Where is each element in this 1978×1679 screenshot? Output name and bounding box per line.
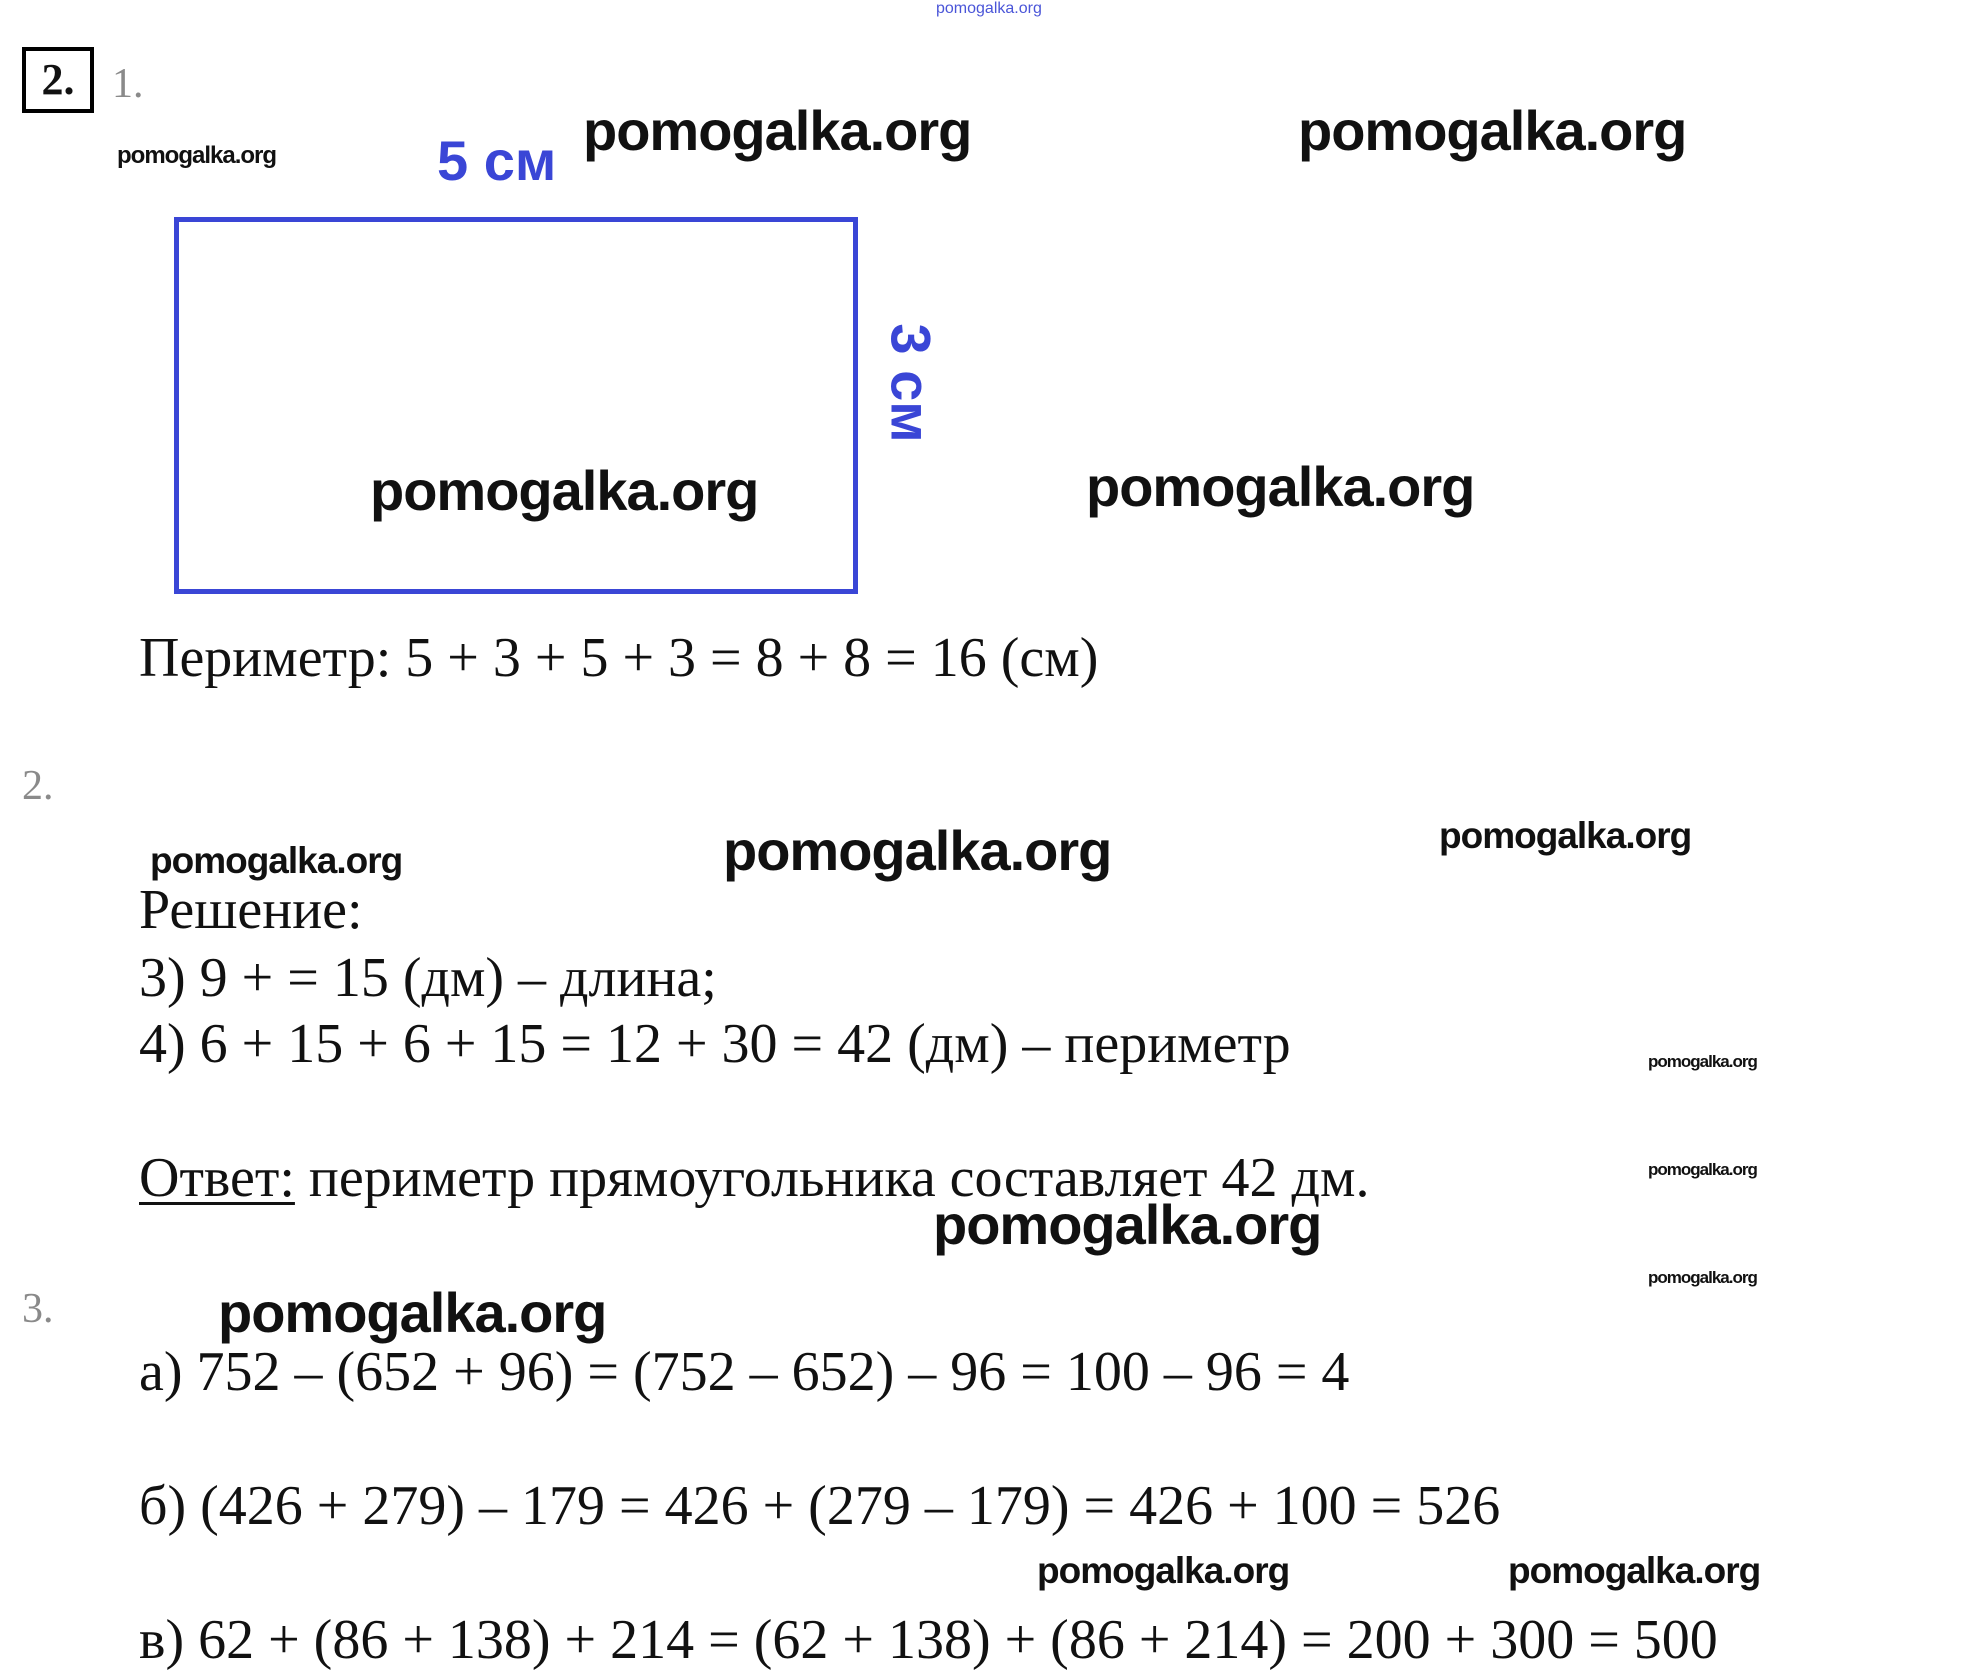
expression-line: а) 752 – (652 + 96) = (752 – 652) – 96 =… [139,1341,1350,1403]
task-number: 2. [22,47,94,113]
watermark: pomogalka.org [1037,1550,1290,1591]
width-label: 5 см [437,129,557,192]
watermark: pomogalka.org [933,1193,1322,1256]
watermark: pomogalka.org [1648,1052,1758,1071]
solution-step: 3) 9 + = 15 (дм) – длина; [139,947,717,1009]
watermark: pomogalka.org [150,840,403,881]
answer-line: Ответ: периметр прямоугольника составляе… [139,1150,1369,1206]
watermark: pomogalka.org [1508,1550,1761,1591]
watermark: pomogalka.org [1086,455,1475,518]
perimeter-line: Периметр: 5 + 3 + 5 + 3 = 8 + 8 = 16 (см… [139,627,1099,689]
solution-label: Решение: [139,879,363,941]
watermark: pomogalka.org [583,99,972,162]
rectangle-figure [174,217,858,594]
watermark-top: pomogalka.org [936,0,1042,17]
watermark: pomogalka.org [1648,1268,1758,1287]
solution-step: 4) 6 + 15 + 6 + 15 = 12 + 30 = 42 (дм) –… [139,1013,1291,1075]
part-number: 1. [112,61,144,107]
answer-text: периметр прямоугольника составляет 42 дм… [294,1147,1370,1209]
height-label: 3 см [879,323,943,443]
part-number: 2. [22,763,54,809]
watermark: pomogalka.org [218,1281,607,1344]
watermark: pomogalka.org [370,459,759,522]
watermark: pomogalka.org [723,819,1112,882]
watermark: pomogalka.org [1439,815,1692,856]
expression-line: в) 62 + (86 + 138) + 214 = (62 + 138) + … [139,1609,1718,1671]
part-number: 3. [22,1286,54,1332]
watermark: pomogalka.org [1648,1160,1758,1179]
watermark: pomogalka.org [117,142,277,169]
expression-line: б) (426 + 279) – 179 = 426 + (279 – 179)… [139,1475,1501,1537]
watermark: pomogalka.org [1298,99,1687,162]
answer-label: Ответ: [139,1147,295,1209]
